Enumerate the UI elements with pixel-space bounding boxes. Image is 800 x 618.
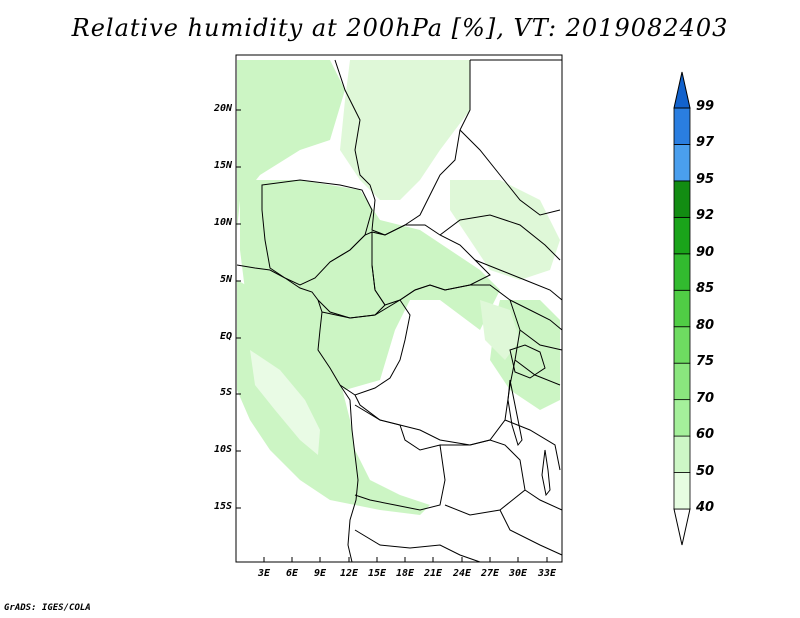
lon-label: 18E <box>395 568 415 579</box>
colorbar-segment <box>673 289 691 328</box>
lon-label: 21E <box>423 568 443 579</box>
humidity-region-west <box>237 60 345 230</box>
colorbar-label: 70 <box>696 390 715 406</box>
lon-label: 24E <box>452 568 472 579</box>
colorbar-label: 85 <box>696 281 715 297</box>
border-angola <box>354 404 446 511</box>
colorbar-segment <box>673 472 691 510</box>
colorbar-segment <box>673 253 691 291</box>
map-frame <box>235 54 563 563</box>
lon-label: 27E <box>480 568 500 579</box>
colorbar-top-arrow <box>673 71 691 109</box>
lat-label: 10N <box>213 217 232 228</box>
colorbar-segment <box>673 144 691 182</box>
lat-label: 20N <box>213 103 232 114</box>
humidity-shading <box>237 60 560 515</box>
lon-label: 12E <box>339 568 359 579</box>
colorbar-label: 80 <box>696 317 715 333</box>
humidity-region-ocean <box>237 280 430 515</box>
lake-malawi <box>541 449 551 497</box>
colorbar-label: 75 <box>696 354 715 370</box>
lon-label: 30E <box>508 568 528 579</box>
colorbar-label: 97 <box>696 135 715 151</box>
lon-label: 33E <box>537 568 557 579</box>
colorbar-label: 92 <box>696 208 715 224</box>
lake-tanganyika <box>507 379 523 447</box>
longitude-ticks <box>263 557 548 562</box>
colorbar-label: 50 <box>696 463 715 479</box>
lat-label: 15S <box>213 501 232 512</box>
colorbar-label: 90 <box>696 244 715 260</box>
border-south <box>354 529 481 563</box>
colorbar-segment <box>673 399 691 437</box>
grads-credit: GrADS: IGES/COLA <box>4 603 91 613</box>
lat-label: 10S <box>213 444 232 455</box>
lat-label: 15N <box>213 160 232 171</box>
border-cameroon <box>317 231 386 319</box>
humidity-region-north <box>340 60 470 200</box>
humidity-region-ocean-inner <box>250 350 320 455</box>
lon-label: 6E <box>285 568 299 579</box>
latitude-ticks <box>236 109 241 509</box>
lon-label: 9E <box>313 568 327 579</box>
colorbar-segment <box>673 362 691 401</box>
humidity-region-northeast <box>450 180 560 280</box>
colorbar <box>673 71 691 546</box>
lat-label: EQ <box>219 331 232 342</box>
colorbar-label: 60 <box>696 427 715 443</box>
humidity-region-coast <box>480 300 520 360</box>
lat-label: 5S <box>219 387 232 398</box>
colorbar-segment <box>673 107 691 145</box>
colorbar-segment <box>673 326 691 364</box>
chart-title: Relative humidity at 200hPa [%], VT: 201… <box>71 14 729 42</box>
lon-label: 15E <box>367 568 387 579</box>
border-sudan <box>459 59 562 216</box>
colorbar-segment <box>673 180 691 218</box>
colorbar-segment <box>673 435 691 473</box>
colorbar-label: 95 <box>696 171 715 187</box>
colorbar-bottom-arrow <box>673 508 691 546</box>
country-borders <box>236 59 563 563</box>
border-ssudan <box>439 214 563 301</box>
colorbar-segment <box>673 216 691 255</box>
border-zambia <box>440 439 526 516</box>
lat-label: 5N <box>219 274 232 285</box>
lake-victoria <box>509 344 546 379</box>
lon-label: 3E <box>257 568 271 579</box>
border-congo <box>321 299 411 396</box>
colorbar-label: 99 <box>696 99 715 114</box>
colorbar-label: 40 <box>696 500 715 515</box>
